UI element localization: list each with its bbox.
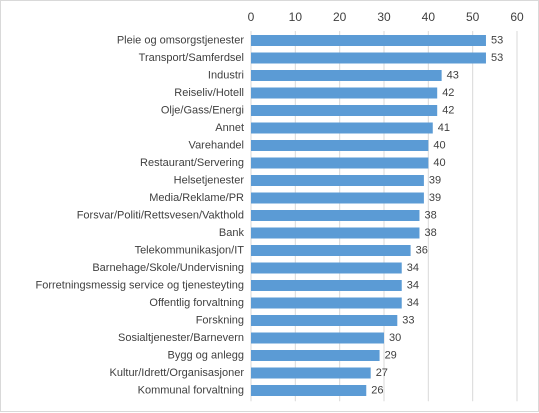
bar [251,350,380,361]
data-label: 40 [433,157,445,169]
bar [251,280,402,291]
data-label: 39 [429,192,441,204]
x-tick-label: 30 [377,10,391,24]
category-label: Offentlig forvaltning [149,297,244,309]
bar [251,157,429,169]
category-label: Forskning [196,314,244,326]
category-label: Olje/Gass/Energi [161,104,244,116]
category-label: Helsetjenester [174,174,245,186]
bar [251,105,438,116]
data-label: 38 [424,227,436,239]
category-label: Bank [219,227,245,239]
bars [251,35,486,396]
data-label: 38 [424,209,436,221]
bar [251,385,367,396]
data-label: 53 [491,34,503,46]
data-label: 26 [371,384,383,396]
bar [251,35,486,46]
category-label: Pleie og omsorgstjenester [117,34,245,46]
data-label: 41 [438,122,450,134]
category-label: Annet [215,122,244,134]
bar [251,367,371,379]
data-label: 36 [416,244,428,256]
category-label: Varehandel [189,139,244,151]
bar [251,175,424,186]
bar [251,210,420,221]
category-label: Sosialtjenester/Barnevern [118,332,244,344]
x-tick-label: 20 [333,10,347,24]
x-tick-label: 0 [248,10,255,24]
bar [251,87,438,99]
bar [251,227,420,239]
bar [251,122,433,134]
data-label: 34 [407,279,419,291]
x-tick-label: 10 [289,10,303,24]
bar [251,192,424,204]
data-label: 42 [442,104,454,116]
data-label: 53 [491,52,503,64]
bar [251,315,398,326]
x-tick-label: 40 [422,10,436,24]
data-label: 39 [429,174,441,186]
data-label: 34 [407,297,419,309]
data-label: 29 [385,349,397,361]
bar [251,262,402,274]
category-label: Forsvar/Politi/Rettsvesen/Vakthold [77,209,244,221]
data-label: 40 [433,139,445,151]
x-tick-label: 50 [466,10,480,24]
x-axis-tick-labels: 0 10 20 30 40 50 60 [248,10,524,24]
category-label: Bygg og anlegg [168,349,244,361]
category-label: Barnehage/Skole/Undervisning [92,262,244,274]
bar [251,140,429,151]
data-label: 33 [402,314,414,326]
x-tick-label: 60 [510,10,524,24]
category-label: Kultur/Idrett/Organisasjoner [109,367,244,379]
category-label: Telekommunikasjon/IT [135,244,245,256]
data-label: 34 [407,262,419,274]
bar [251,70,442,81]
category-label: Forretningsmessig service og tjenesteyti… [36,279,244,291]
category-label: Reiseliv/Hotell [174,87,244,99]
data-label: 43 [447,69,459,81]
category-label: Transport/Samferdsel [139,52,244,64]
data-label: 27 [376,367,388,379]
category-label: Industri [208,69,244,81]
bar [251,245,411,256]
bar [251,52,486,64]
category-label: Restaurant/Servering [140,157,244,169]
category-label: Media/Reklame/PR [149,192,244,204]
bar [251,332,384,344]
category-labels: Pleie og omsorgstjenester Transport/Samfe… [36,34,245,396]
data-label: 42 [442,87,454,99]
category-label: Kommunal forvaltning [138,384,244,396]
data-label: 30 [389,332,401,344]
bar [251,297,402,309]
